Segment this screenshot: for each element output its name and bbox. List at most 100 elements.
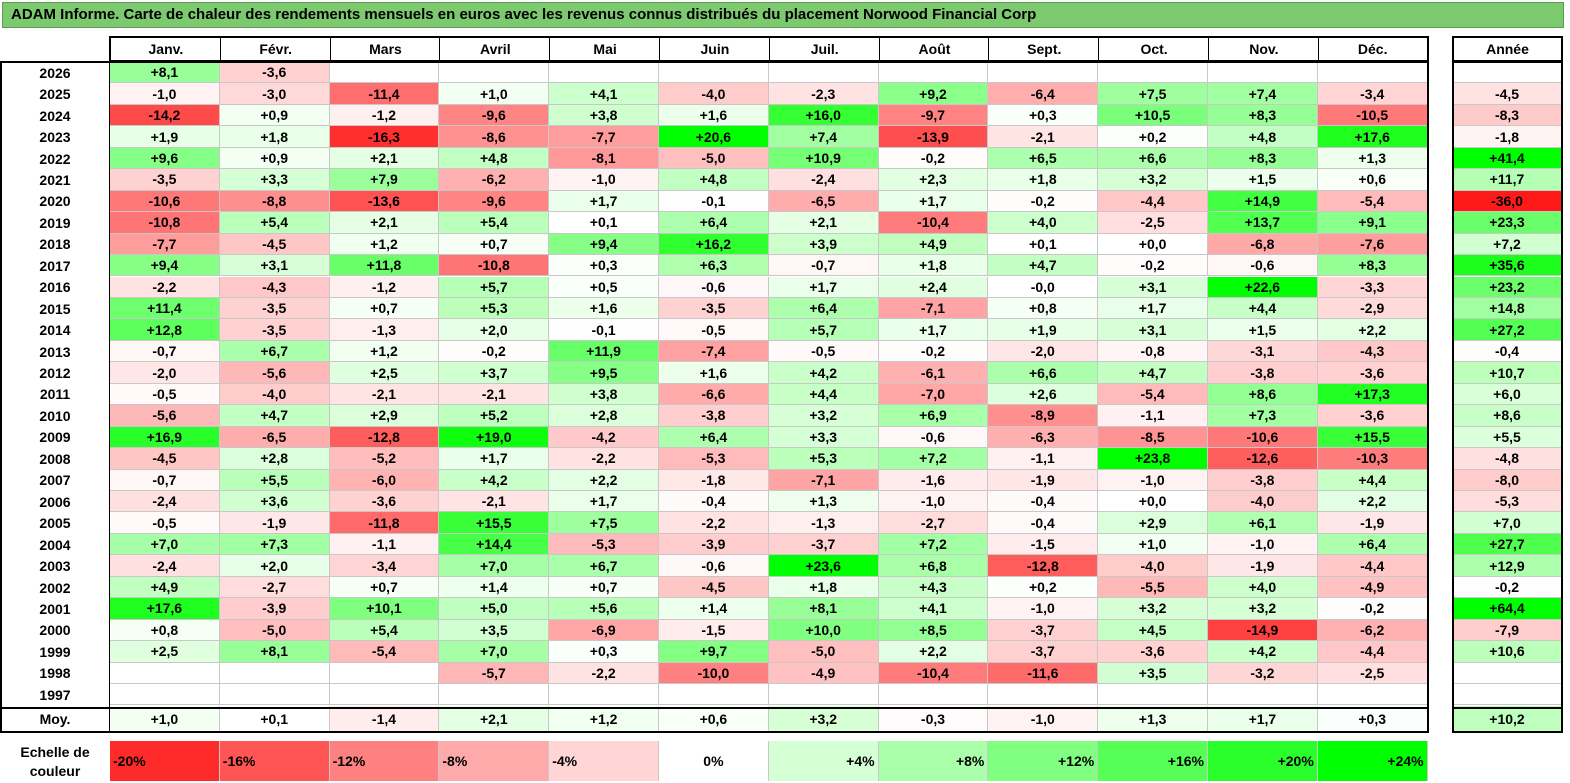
heatmap-cell: +3,1	[219, 255, 330, 277]
heatmap-cell: +3,5	[439, 619, 550, 642]
heatmap-cell: -3,6	[219, 62, 330, 84]
average-cell: -0,3	[878, 706, 989, 732]
heatmap-cell: +7,3	[219, 533, 330, 556]
month-header: Nov.	[1208, 36, 1319, 62]
heatmap-cell: +5,2	[439, 405, 550, 427]
month-header: Juil.	[768, 36, 880, 62]
heatmap-cell: -14,9	[1208, 619, 1318, 642]
scale-swatch: +16%	[1098, 741, 1208, 781]
heatmap-cell: +3,8	[549, 383, 659, 406]
heatmap-cell: +6,9	[878, 405, 989, 427]
heatmap-cell: +2,6	[988, 383, 1099, 406]
heatmap-cell: +8,3	[1208, 104, 1318, 127]
heatmap-cell: +5,3	[439, 297, 550, 320]
heatmap-cell: -7,7	[110, 233, 220, 256]
heatmap-cell: -12,8	[329, 426, 440, 449]
heatmap-cell: -4,4	[1098, 190, 1208, 213]
month-header: Mars	[329, 36, 441, 62]
heatmap-cell: -7,7	[549, 126, 659, 148]
heatmap-cell: +5,4	[219, 212, 330, 234]
heatmap-cell: -4,5	[110, 448, 220, 470]
heatmap-cell: +12,8	[110, 319, 220, 341]
heatmap-cell	[439, 684, 550, 706]
heatmap-cell: +4,4	[1317, 469, 1428, 491]
heatmap-cell: +10,5	[1098, 104, 1208, 127]
heatmap-cell: -1,0	[988, 598, 1099, 620]
heatmap-cell: -1,1	[988, 448, 1099, 470]
heatmap-cell: -3,9	[659, 533, 769, 556]
heatmap-cell: +1,8	[988, 169, 1099, 191]
heatmap-cell: +2,5	[110, 641, 220, 663]
heatmap-cell: -3,8	[1208, 469, 1318, 491]
heatmap-cell: +17,6	[110, 598, 220, 620]
heatmap-cell	[768, 62, 879, 84]
heatmap-cell: +9,5	[549, 362, 659, 384]
heatmap-cell: +5,0	[439, 598, 550, 620]
heatmap-cell: -2,5	[1317, 662, 1428, 685]
heatmap-cell: -4,0	[1208, 491, 1318, 513]
heatmap-cell: -10,6	[1208, 426, 1318, 449]
heatmap-cell	[988, 684, 1099, 706]
heatmap-cell: -1,9	[1208, 555, 1318, 577]
heatmap-cell: -3,6	[1098, 641, 1208, 663]
annual-cell: -0,4	[1452, 340, 1563, 363]
heatmap-cell: -6,9	[549, 619, 659, 642]
scale-swatch: -4%	[549, 741, 659, 781]
heatmap-cell: +2,3	[878, 169, 989, 191]
heatmap-cell: -7,1	[878, 297, 989, 320]
heatmap-cell: +0,9	[219, 147, 330, 170]
heatmap-cell: -10,8	[439, 255, 550, 277]
heatmap-cell: -3,8	[1208, 362, 1318, 384]
heatmap-cell: +9,6	[110, 147, 220, 170]
heatmap-cell: +16,2	[659, 233, 769, 256]
heatmap-cell: -3,6	[1317, 362, 1428, 384]
year-label: 2025	[39, 86, 71, 103]
annual-cell: +27,7	[1452, 533, 1563, 556]
scale-swatch: +4%	[768, 741, 879, 781]
heatmap-cell: +4,7	[1098, 362, 1208, 384]
heatmap-cell: -12,6	[1208, 448, 1318, 470]
heatmap-cell: +1,4	[439, 576, 550, 599]
year-label: 2008	[39, 450, 71, 467]
heatmap-cell: +4,5	[1098, 619, 1208, 642]
heatmap-cell: -0,2	[439, 340, 550, 363]
heatmap-cell	[549, 684, 659, 706]
heatmap-cell: -2,2	[549, 662, 659, 685]
heatmap-cell: -8,1	[549, 147, 659, 170]
heatmap-cell: +4,3	[878, 576, 989, 599]
heatmap-cell: -10,3	[1317, 448, 1428, 470]
annual-cell: -4,5	[1452, 83, 1563, 105]
heatmap-cell: -1,0	[1208, 533, 1318, 556]
annual-cell: -8,0	[1452, 469, 1563, 491]
average-cell: +0,6	[659, 706, 769, 732]
heatmap-cell: -4,3	[219, 276, 330, 298]
annual-cell: +35,6	[1452, 255, 1563, 277]
heatmap-cell: +4,0	[1208, 576, 1318, 599]
year-label: 2012	[39, 365, 71, 382]
average-cell: +1,2	[549, 706, 659, 732]
heatmap-cell: +1,9	[110, 126, 220, 148]
heatmap-cell: +6,7	[549, 555, 659, 577]
heatmap-cell: +2,8	[219, 448, 330, 470]
annual-cell: +14,8	[1452, 297, 1563, 320]
scale-swatch: +12%	[988, 741, 1099, 781]
month-header: Sept.	[988, 36, 1100, 62]
heatmap-cell: -7,1	[768, 469, 879, 491]
month-header: Janv.	[110, 36, 221, 62]
annual-cell: -8,3	[1452, 104, 1563, 127]
heatmap-cell: -3,3	[1317, 276, 1428, 298]
heatmap-cell: -1,0	[878, 491, 989, 513]
average-separator	[1452, 706, 1563, 709]
heatmap-cell: +0,3	[988, 104, 1099, 127]
heatmap-cell: -5,4	[329, 641, 440, 663]
heatmap-cell: -2,2	[659, 512, 769, 534]
heatmap-cell: +8,1	[110, 62, 220, 84]
heatmap-cell: +1,8	[768, 576, 879, 599]
scale-swatch: -20%	[110, 741, 220, 781]
heatmap-cell: -2,1	[439, 383, 550, 406]
year-label: 1997	[39, 686, 71, 703]
heatmap-cell: +4,4	[768, 383, 879, 406]
heatmap-cell: +8,6	[1208, 383, 1318, 406]
heatmap-cell: -6,5	[768, 190, 879, 213]
heatmap-cell: -1,9	[219, 512, 330, 534]
